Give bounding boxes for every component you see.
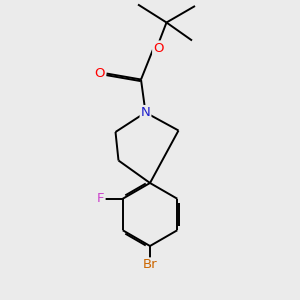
Text: N: N xyxy=(141,106,150,119)
Text: O: O xyxy=(153,41,164,55)
Text: O: O xyxy=(95,67,105,80)
Text: Br: Br xyxy=(143,258,157,272)
Text: F: F xyxy=(97,192,105,205)
